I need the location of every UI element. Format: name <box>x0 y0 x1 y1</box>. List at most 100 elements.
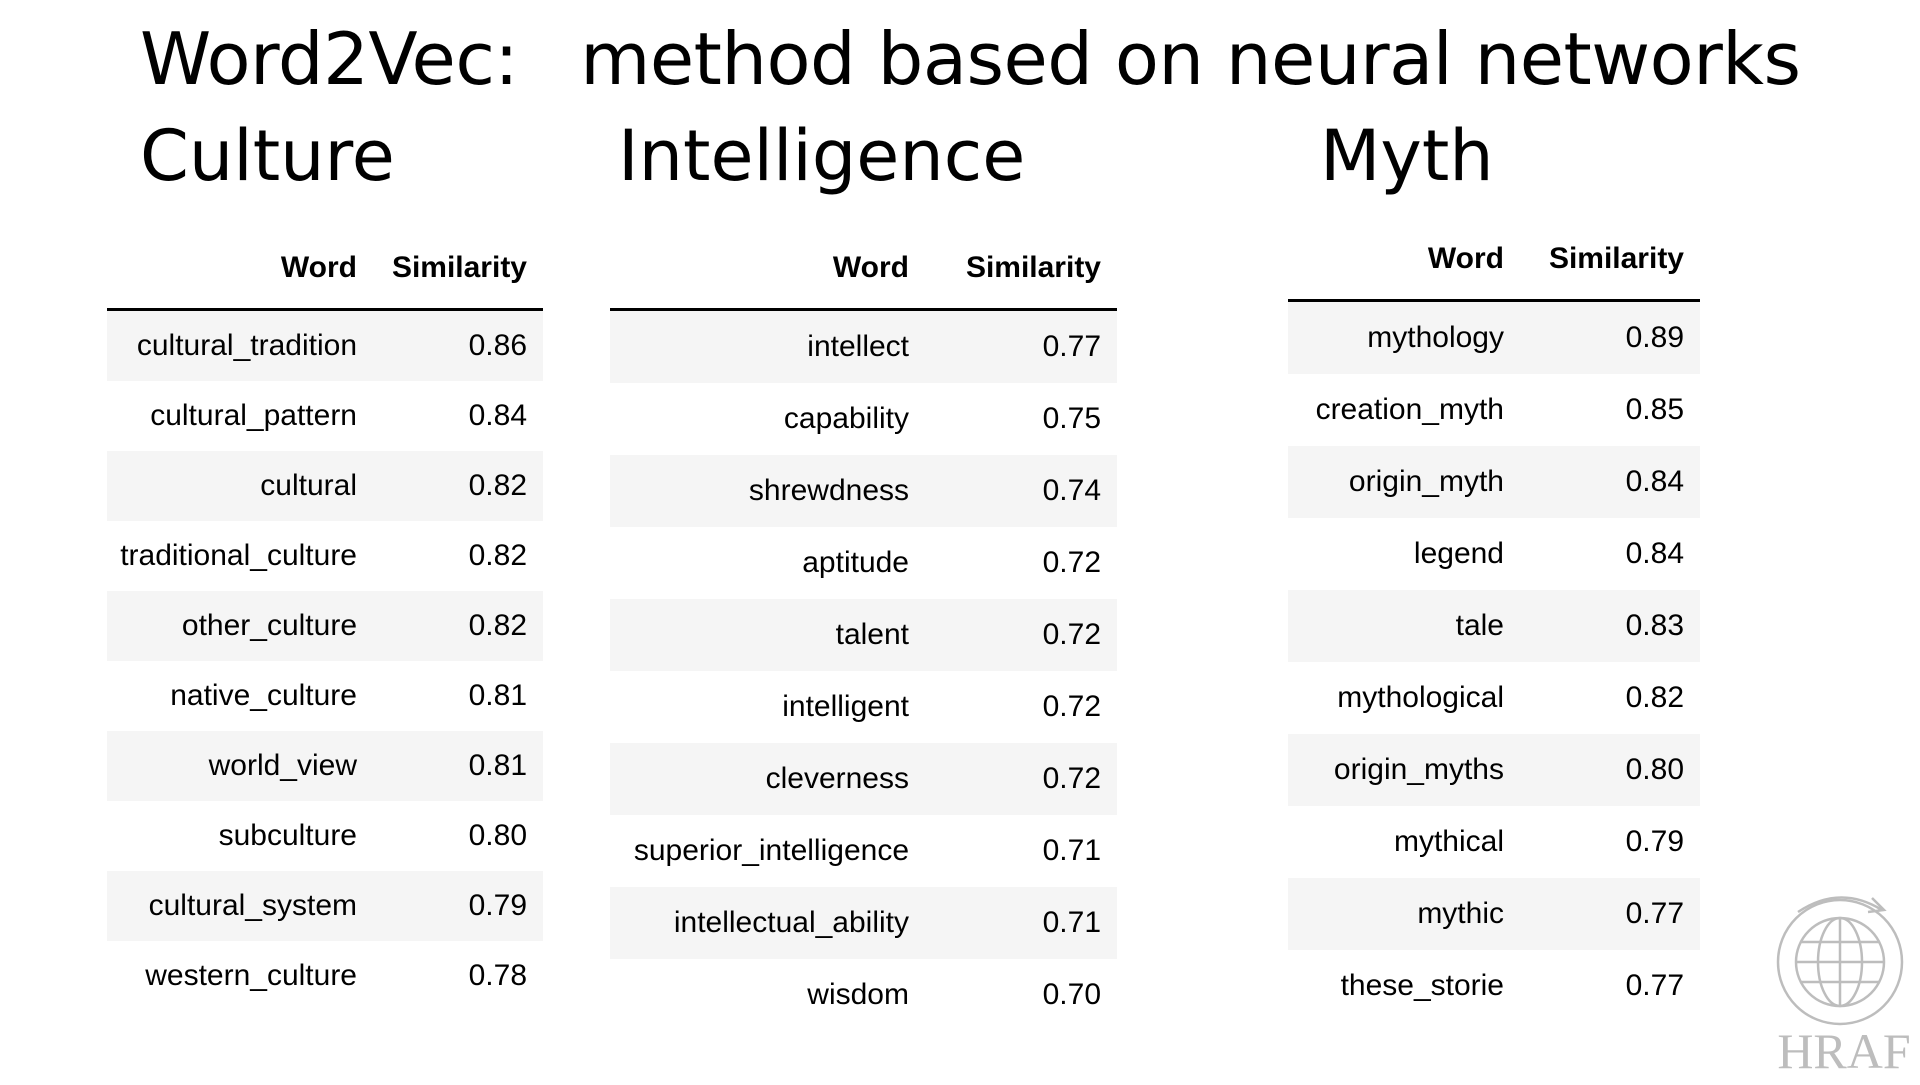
word-cell: these_storie <box>1288 950 1520 1022</box>
word-cell: other_culture <box>107 591 373 661</box>
similarity-column-header: Similarity <box>373 228 543 311</box>
similarity-cell: 0.72 <box>925 599 1117 671</box>
table-row: origin_myths 0.80 <box>1288 734 1700 806</box>
table-row: shrewdness 0.74 <box>610 455 1117 527</box>
similarity-cell: 0.82 <box>373 591 543 661</box>
similarity-cell: 0.72 <box>925 743 1117 815</box>
table-header-row: Word Similarity <box>1288 219 1700 302</box>
table-row: talent 0.72 <box>610 599 1117 671</box>
word-cell: origin_myths <box>1288 734 1520 806</box>
similarity-cell: 0.77 <box>1520 878 1700 950</box>
hraf-logo: HRAF <box>1760 890 1920 1080</box>
similarity-cell: 0.71 <box>925 815 1117 887</box>
intelligence-heading: Intelligence <box>618 115 1026 197</box>
word-cell: intellect <box>610 309 925 383</box>
table-row: cleverness 0.72 <box>610 743 1117 815</box>
table-row: subculture 0.80 <box>107 801 543 871</box>
word-cell: mythological <box>1288 662 1520 734</box>
table-row: capability 0.75 <box>610 383 1117 455</box>
word-cell: western_culture <box>107 941 373 1011</box>
similarity-cell: 0.74 <box>925 455 1117 527</box>
similarity-cell: 0.80 <box>373 801 543 871</box>
word-cell: tale <box>1288 590 1520 662</box>
word-cell: origin_myth <box>1288 446 1520 518</box>
word-cell: cultural_tradition <box>107 309 373 381</box>
similarity-cell: 0.77 <box>1520 950 1700 1022</box>
table-row: world_view 0.81 <box>107 731 543 801</box>
table-row: origin_myth 0.84 <box>1288 446 1700 518</box>
title-rest: method based on neural networks <box>580 17 1801 101</box>
slide-title: Word2Vec: method based on neural networks <box>140 14 1801 104</box>
hraf-logo-text: HRAF <box>1777 1023 1910 1079</box>
similarity-cell: 0.72 <box>925 671 1117 743</box>
table-row: native_culture 0.81 <box>107 661 543 731</box>
similarity-cell: 0.71 <box>925 887 1117 959</box>
table-row: intelligent 0.72 <box>610 671 1117 743</box>
word-column-header: Word <box>610 228 925 311</box>
table-row: mythological 0.82 <box>1288 662 1700 734</box>
similarity-cell: 0.81 <box>373 731 543 801</box>
similarity-cell: 0.84 <box>373 381 543 451</box>
similarity-cell: 0.78 <box>373 941 543 1011</box>
table-row: creation_myth 0.85 <box>1288 374 1700 446</box>
table-row: western_culture 0.78 <box>107 941 543 1011</box>
table-row: intellectual_ability 0.71 <box>610 887 1117 959</box>
similarity-cell: 0.72 <box>925 527 1117 599</box>
similarity-cell: 0.84 <box>1520 518 1700 590</box>
word-cell: native_culture <box>107 661 373 731</box>
table-row: intellect 0.77 <box>610 309 1117 383</box>
table-row: wisdom 0.70 <box>610 959 1117 1031</box>
table-header-row: Word Similarity <box>107 228 543 311</box>
similarity-cell: 0.80 <box>1520 734 1700 806</box>
globe-icon: HRAF <box>1776 896 1911 1079</box>
similarity-column-header: Similarity <box>1520 219 1700 302</box>
similarity-cell: 0.79 <box>1520 806 1700 878</box>
similarity-cell: 0.81 <box>373 661 543 731</box>
word-cell: superior_intelligence <box>610 815 925 887</box>
table-row: these_storie 0.77 <box>1288 950 1700 1022</box>
similarity-cell: 0.83 <box>1520 590 1700 662</box>
similarity-cell: 0.89 <box>1520 300 1700 374</box>
myth-similarity-table: Word Similarity mythology 0.89 creation_my… <box>1288 219 1700 1022</box>
myth-heading: Myth <box>1320 115 1494 197</box>
similarity-column-header: Similarity <box>925 228 1117 311</box>
table-row: mythical 0.79 <box>1288 806 1700 878</box>
table-row: tale 0.83 <box>1288 590 1700 662</box>
word-cell: shrewdness <box>610 455 925 527</box>
similarity-cell: 0.82 <box>373 451 543 521</box>
word-cell: aptitude <box>610 527 925 599</box>
word-cell: intellectual_ability <box>610 887 925 959</box>
similarity-cell: 0.79 <box>373 871 543 941</box>
word-cell: cultural_system <box>107 871 373 941</box>
word-cell: cultural_pattern <box>107 381 373 451</box>
similarity-cell: 0.82 <box>1520 662 1700 734</box>
word-cell: world_view <box>107 731 373 801</box>
culture-similarity-table: Word Similarity cultural_tradition 0.86 cu… <box>107 228 543 1011</box>
table-row: cultural 0.82 <box>107 451 543 521</box>
table-row: mythic 0.77 <box>1288 878 1700 950</box>
similarity-cell: 0.82 <box>373 521 543 591</box>
table-row: cultural_tradition 0.86 <box>107 309 543 381</box>
table-row: traditional_culture 0.82 <box>107 521 543 591</box>
word-cell: mythical <box>1288 806 1520 878</box>
word-cell: cultural <box>107 451 373 521</box>
similarity-cell: 0.70 <box>925 959 1117 1031</box>
word-cell: mythology <box>1288 300 1520 374</box>
word-column-header: Word <box>1288 219 1520 302</box>
table-row: superior_intelligence 0.71 <box>610 815 1117 887</box>
word-cell: creation_myth <box>1288 374 1520 446</box>
word-cell: mythic <box>1288 878 1520 950</box>
word-cell: subculture <box>107 801 373 871</box>
similarity-cell: 0.85 <box>1520 374 1700 446</box>
word-cell: intelligent <box>610 671 925 743</box>
title-prefix: Word2Vec: <box>140 17 519 101</box>
word-cell: legend <box>1288 518 1520 590</box>
word-cell: talent <box>610 599 925 671</box>
culture-heading: Culture <box>140 115 395 197</box>
table-row: legend 0.84 <box>1288 518 1700 590</box>
similarity-cell: 0.86 <box>373 309 543 381</box>
similarity-cell: 0.84 <box>1520 446 1700 518</box>
similarity-cell: 0.75 <box>925 383 1117 455</box>
word-cell: traditional_culture <box>107 521 373 591</box>
table-row: other_culture 0.82 <box>107 591 543 661</box>
